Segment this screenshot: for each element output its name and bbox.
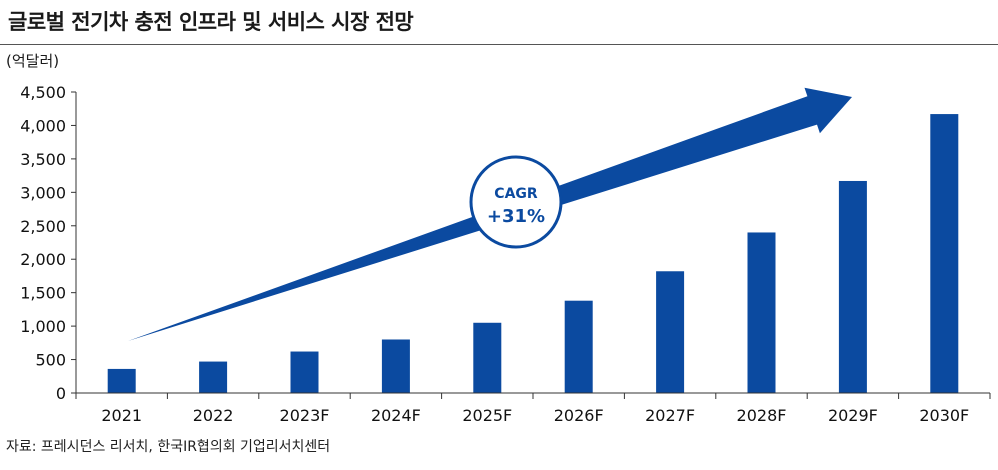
y-tick-label: 2,000	[20, 250, 66, 269]
bar-2024F	[381, 339, 410, 393]
x-tick-label: 2023F	[280, 406, 330, 425]
y-tick-label: 2,500	[20, 217, 66, 236]
x-tick-label: 2022	[193, 406, 234, 425]
y-tick-label: 4,000	[20, 116, 66, 135]
x-tick-label: 2024F	[371, 406, 421, 425]
y-tick-label: 4,500	[20, 83, 66, 102]
cagr-label: CAGR	[494, 186, 538, 202]
bar-2027F	[656, 271, 685, 393]
bar-2021	[107, 368, 136, 393]
x-tick-label: 2026F	[554, 406, 604, 425]
x-tick-label: 2021	[101, 406, 142, 425]
bar-2025F	[473, 322, 502, 393]
chart-title: 글로벌 전기차 충전 인프라 및 서비스 시장 전망	[8, 10, 414, 34]
axes-group: 0 500 1,000 1,500 2,000 2,500 3,000 3,500 4,000 4…	[20, 83, 991, 425]
y-tick-label: 0	[56, 384, 66, 403]
x-tick-label: 2030F	[919, 406, 969, 425]
x-tick-label: 2028F	[737, 406, 787, 425]
bar-2030F	[930, 114, 959, 393]
y-axis-unit: (억달러)	[6, 52, 60, 70]
title-divider	[0, 44, 998, 45]
bar-2026F	[564, 300, 593, 393]
y-tick-label: 3,000	[20, 183, 66, 202]
bar-2028F	[747, 232, 776, 393]
x-tick-label: 2025F	[462, 406, 512, 425]
y-tick-label: 3,500	[20, 150, 66, 169]
bars-group	[107, 114, 959, 393]
y-tick-label: 1,500	[20, 284, 66, 303]
x-tick-label: 2029F	[828, 406, 878, 425]
y-tick-label: 1,000	[20, 317, 66, 336]
cagr-annotation: CAGR +31%	[128, 87, 852, 341]
bar-2029F	[838, 180, 867, 393]
bar-2023F	[290, 351, 319, 393]
source-note: 자료: 프레시던스 리서치, 한국IR협의회 기업리서치센터	[6, 439, 331, 455]
x-tick-label: 2027F	[645, 406, 695, 425]
cagr-value: +31%	[487, 206, 545, 227]
y-tick-label: 500	[35, 351, 66, 370]
cagr-badge-circle	[469, 155, 563, 249]
bar-2022	[199, 361, 228, 393]
